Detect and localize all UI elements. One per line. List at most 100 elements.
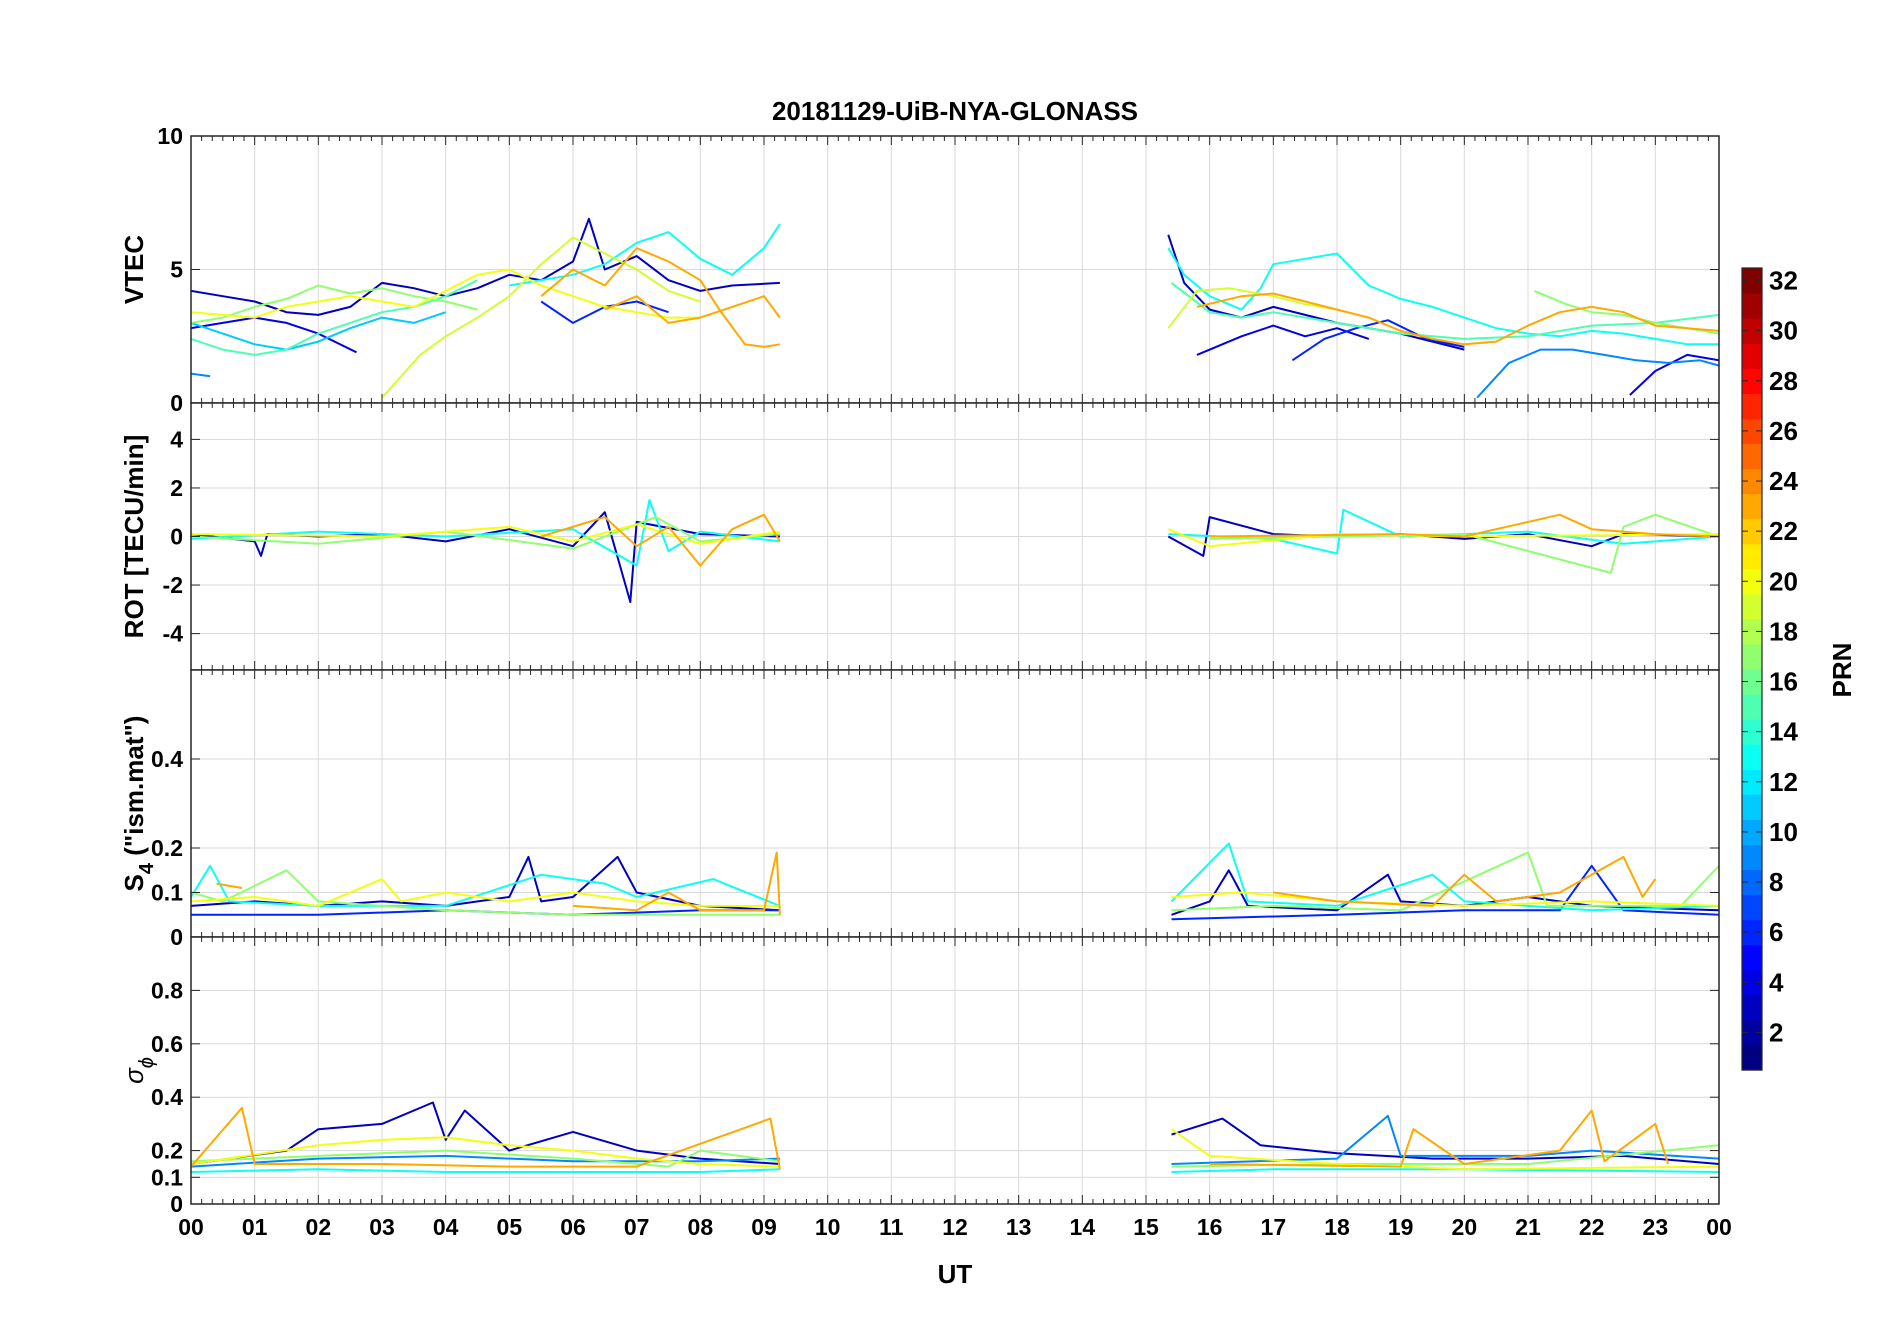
x-tick-label: 21 xyxy=(1515,1214,1541,1240)
series-group xyxy=(191,842,1719,921)
y-axis-label: VTEC xyxy=(119,235,149,305)
series-prn-20 xyxy=(191,523,781,545)
series-prn-23 xyxy=(1196,292,1719,346)
x-tick-label: 15 xyxy=(1133,1214,1159,1240)
series-prn-23 xyxy=(540,247,781,348)
colorbar-tick-label: 20 xyxy=(1769,566,1798,596)
colorbar-tick-label: 10 xyxy=(1769,817,1798,847)
panel-sigma_phi: 00.10.2 0.4 0.6 0.8 σϕ xyxy=(119,936,1720,1217)
colorbar-swatch xyxy=(1742,744,1762,770)
x-axis-label: UT xyxy=(938,1259,973,1289)
series-prn-23 xyxy=(191,1106,781,1170)
x-tick-label: 11 xyxy=(879,1214,904,1240)
x-tick-label: 19 xyxy=(1388,1214,1414,1240)
colorbar-swatch xyxy=(1742,794,1762,820)
x-tick-label: 22 xyxy=(1579,1214,1605,1240)
series-prn-6 xyxy=(1291,319,1465,362)
colorbar-frame xyxy=(1741,267,1763,1071)
colorbar-swatch xyxy=(1742,894,1762,921)
colorbar-swatch xyxy=(1742,969,1762,996)
colorbar-swatch xyxy=(1742,869,1762,896)
y-tick-label: 0 xyxy=(170,1191,183,1217)
y-tick-label: 0.4 xyxy=(151,1084,183,1110)
colorbar-swatch xyxy=(1742,343,1762,369)
colorbar-swatch xyxy=(1742,418,1762,445)
series-prn-13 xyxy=(191,499,781,567)
series-prn-13 xyxy=(1171,1168,1719,1173)
x-tick-label: 01 xyxy=(242,1214,268,1240)
series-prn-23 xyxy=(216,882,243,889)
chart-title: 20181129-UiB-NYA-GLONASS xyxy=(772,96,1138,126)
y-tick-label: 4 xyxy=(170,426,183,452)
y-tick-label: 10 xyxy=(157,123,183,149)
series-prn-15 xyxy=(1170,282,1719,340)
colorbar-tick-label: 14 xyxy=(1769,717,1798,747)
colorbar-swatch xyxy=(1742,819,1762,846)
y-tick-label: -2 xyxy=(163,572,183,598)
series-prn-20 xyxy=(191,1136,780,1168)
series-prn-20 xyxy=(1170,1128,1719,1171)
colorbar-swatch xyxy=(1742,318,1762,344)
series-prn-4 xyxy=(191,316,357,354)
colorbar-tick-label: 12 xyxy=(1769,767,1798,797)
y-tick-label: 0 xyxy=(170,390,183,416)
y-tick-label: 5 xyxy=(170,257,183,283)
colorbar-swatch xyxy=(1742,919,1762,946)
colorbar-swatch xyxy=(1742,719,1762,745)
y-tick-label: 0.1 xyxy=(151,880,183,906)
x-tick-label: 18 xyxy=(1324,1214,1350,1240)
series-prn-17 xyxy=(191,1149,781,1168)
x-tick-label: 04 xyxy=(433,1214,459,1240)
x-tick-label: 17 xyxy=(1261,1214,1287,1240)
colorbar-swatch xyxy=(1742,268,1762,294)
series-prn-23 xyxy=(1273,855,1657,907)
series-prn-4 xyxy=(1196,324,1370,356)
y-tick-label: 0.2 xyxy=(151,835,183,861)
y-tick-label: 2 xyxy=(170,475,183,501)
series-prn-23 xyxy=(604,295,781,324)
colorbar-swatch xyxy=(1742,393,1762,419)
y-tick-label: 0 xyxy=(170,924,183,950)
series-group xyxy=(191,1101,1719,1173)
colorbar-swatch xyxy=(1742,844,1762,871)
colorbar-tick-label: 30 xyxy=(1769,316,1798,346)
series-prn-9 xyxy=(1476,348,1719,399)
series-prn-11 xyxy=(191,311,447,351)
colorbar-tick-label: 24 xyxy=(1769,466,1798,496)
series-prn-20 xyxy=(191,268,701,319)
colorbar-swatch xyxy=(1742,994,1762,1021)
colorbar-swatch xyxy=(1742,669,1762,695)
colorbar-swatch xyxy=(1742,468,1762,495)
colorbar-swatch xyxy=(1742,593,1762,620)
x-tick-label: 00 xyxy=(1706,1214,1732,1240)
colorbar-swatch xyxy=(1742,518,1762,545)
x-tick-label: 07 xyxy=(624,1214,650,1240)
panel-vtec: 0 5 10 VTEC xyxy=(119,123,1720,416)
x-tick-label: 23 xyxy=(1643,1214,1669,1240)
colorbar-swatch xyxy=(1742,1019,1762,1046)
series-prn-3 xyxy=(1167,234,1465,351)
y-axis-label: ROT [TECU/min] xyxy=(119,435,149,639)
colorbar-tick-label: 26 xyxy=(1769,416,1798,446)
x-tick-label: 12 xyxy=(942,1214,968,1240)
colorbar-swatch xyxy=(1742,1044,1762,1071)
x-tick-label: 02 xyxy=(306,1214,332,1240)
colorbar-swatch xyxy=(1742,618,1762,645)
y-tick-label: 0.1 xyxy=(151,1164,183,1190)
series-prn-9 xyxy=(191,372,211,378)
series-prn-19 xyxy=(1167,287,1338,329)
colorbar-swatch xyxy=(1742,568,1762,595)
series-prn-13 xyxy=(1168,508,1719,555)
series-prn-3 xyxy=(191,1101,780,1165)
y-tick-label: 0.6 xyxy=(151,1031,183,1057)
colorbar-swatch xyxy=(1742,643,1762,670)
colorbar-swatch xyxy=(1742,944,1762,971)
panel-rot: -4 -2 0 2 4 ROT [TECU/min] xyxy=(119,402,1720,671)
colorbar-label: PRN xyxy=(1827,643,1857,698)
series-prn-13 xyxy=(1167,247,1719,346)
series-prn-19 xyxy=(381,236,701,399)
x-tick-label: 00 xyxy=(178,1214,204,1240)
x-tick-label: 16 xyxy=(1197,1214,1223,1240)
